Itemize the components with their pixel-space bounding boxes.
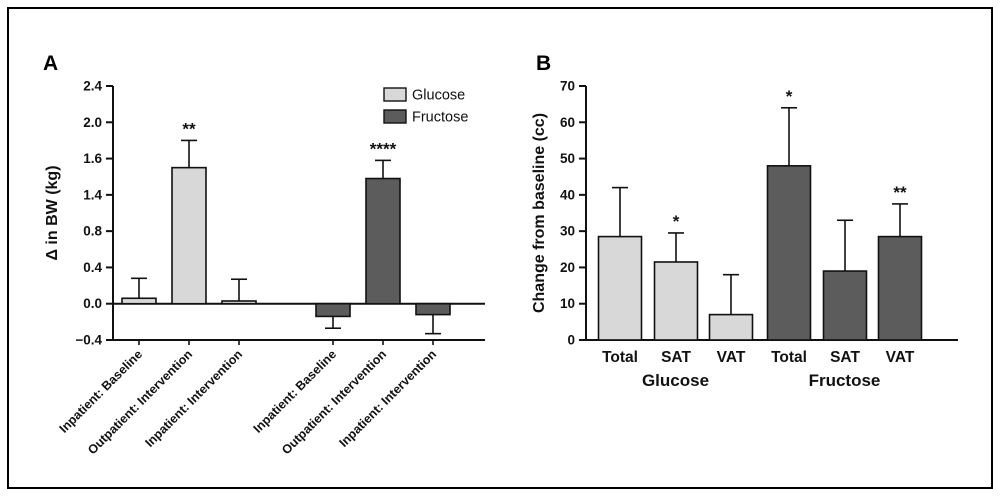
y-tick-label: 1.4 [83, 187, 102, 202]
x-category-label: Outpatient: Intervention [85, 347, 195, 457]
y-tick-label: 0.4 [83, 260, 102, 275]
bar-fructose-4 [822, 270, 868, 341]
x-category-label: Outpatient: Intervention [279, 347, 389, 457]
legend-swatch-glucose [383, 87, 407, 102]
panel-b-chart: 70 60 50 40 30 20 10 0 Change from baseline (cc)… [531, 79, 958, 390]
x-group-label: Glucose [642, 371, 709, 390]
y-tick-label: 20 [560, 260, 575, 275]
legend-swatch-fructose [383, 109, 407, 124]
panel-a-chart: 2.4 2.0 1.6 1.4 0.8 0.4 0.0 −0.4 Δ in BW (kg) Inp… [44, 79, 485, 457]
y-tick-label: 40 [560, 187, 575, 202]
bar-glucose-2 [708, 313, 754, 341]
bar-glucose-2 [221, 300, 257, 305]
y-tick-label: 0.8 [83, 224, 102, 239]
legend-label: Fructose [412, 110, 468, 126]
bar-glucose-1 [653, 261, 699, 341]
bar-fructose-5 [415, 302, 451, 316]
x-category-label: VAT [717, 349, 746, 366]
panel-a: A 2.4 2.0 1.6 1.4 0.8 0.4 0.0 −0.4 Δ in BW (kg) I… [35, 52, 500, 487]
y-tick-label: 70 [560, 79, 575, 94]
x-category-label: Inpatient: Intervention [336, 347, 439, 450]
bar-fructose-3 [766, 165, 812, 341]
bar-fructose-5 [877, 235, 923, 341]
y-tick-label: 50 [560, 151, 575, 166]
y-tick-label: −0.4 [75, 333, 102, 348]
panel-b: B 70 60 50 40 30 20 10 0 Change from baseline (c… [528, 52, 983, 487]
y-tick-label: 60 [560, 115, 575, 130]
y-tick-label: 0.0 [83, 296, 102, 311]
x-category-label: Total [602, 349, 638, 366]
y-tick-label: 10 [560, 296, 575, 311]
bar-glucose-0 [121, 297, 157, 305]
significance-marker: * [786, 87, 793, 106]
x-category-label: SAT [661, 349, 691, 366]
y-tick-label: 2.4 [83, 79, 102, 94]
y-axis-title: Change from baseline (cc) [531, 113, 548, 313]
x-category-label: SAT [830, 349, 860, 366]
x-category-label: VAT [886, 349, 915, 366]
significance-marker: * [673, 212, 680, 231]
x-category-label: Total [771, 349, 807, 366]
y-tick-label: 0 [567, 333, 575, 348]
x-group-label: Fructose [809, 371, 881, 390]
y-tick-label: 30 [560, 224, 575, 239]
y-tick-label: 1.6 [83, 151, 102, 166]
x-category-label: Inpatient: Baseline [251, 347, 340, 436]
bar-glucose-1 [171, 166, 207, 305]
x-category-label: Inpatient: Baseline [57, 347, 146, 436]
bar-fructose-4 [365, 177, 401, 305]
panel-a-letter: A [43, 52, 59, 75]
y-tick-label: 2.0 [83, 115, 102, 130]
significance-marker: **** [370, 139, 397, 158]
significance-marker: ** [182, 119, 196, 138]
y-axis-title: Δ in BW (kg) [44, 165, 61, 260]
bar-glucose-0 [597, 235, 643, 341]
x-category-label: Inpatient: Intervention [142, 347, 245, 450]
panel-b-letter: B [536, 52, 552, 75]
legend-label: Glucose [412, 88, 465, 104]
significance-marker: ** [893, 183, 907, 202]
bar-fructose-3 [315, 302, 351, 318]
